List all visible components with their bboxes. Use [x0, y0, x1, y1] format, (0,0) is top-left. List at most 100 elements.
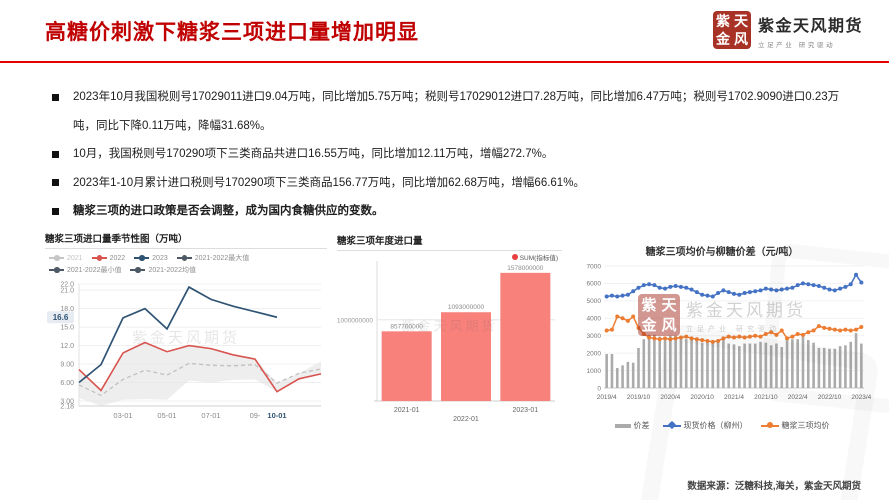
- diff-bar: [838, 346, 842, 388]
- y-tick-label: 6000: [587, 281, 602, 288]
- x-tick-label: 2022/4: [788, 394, 808, 401]
- minmax-band: [79, 342, 321, 406]
- y-tick-label: 22.0: [60, 282, 74, 289]
- x-tick-label: 2022/10: [818, 394, 842, 401]
- x-tick-label: 07-01: [201, 411, 220, 420]
- company-logo: 紫 天 金 风 紫金天风期货 立足产业 研究驱动: [712, 11, 863, 49]
- bar: [500, 272, 551, 401]
- seal-char: 紫: [715, 13, 730, 29]
- diff-bar: [700, 342, 704, 388]
- seal-char: 金: [715, 31, 730, 47]
- y-tick-label: 6.00: [60, 380, 74, 387]
- legend-item: 2022: [91, 253, 125, 263]
- legend-item: 2023: [134, 253, 168, 263]
- price-chart-legend: 价差 现货价格（柳州） 糖浆三项均价: [577, 420, 867, 431]
- seal-char: 天: [733, 13, 748, 29]
- seasonal-chart-plot: 22.0 21.0 18.0 15.0 12.0 9.00 6.00 3.00 2.18 16.6…: [45, 276, 327, 431]
- page-title: 高糖价刺激下糖浆三项进口量增加明显: [45, 21, 419, 44]
- diff-bar: [854, 333, 858, 388]
- diff-bar: [716, 340, 720, 388]
- y-tick-label: 9.00: [60, 362, 74, 369]
- x-tick-label: 2020/10: [690, 394, 714, 401]
- bullet-square-icon: [52, 150, 59, 158]
- diff-bar: [806, 340, 810, 388]
- diff-bar: [785, 338, 789, 388]
- bullet-text: 10月，我国税则号170290项下三类商品共进口16.55万吨，同比增加12.1…: [73, 148, 554, 160]
- x-tick-label: 03-01: [113, 411, 132, 420]
- diff-bar: [753, 343, 757, 388]
- diff-bar: [727, 343, 730, 388]
- price-chart-plot: 0 1000 2000 3000 4000 5000 6000 7000 2019/4 2019/…: [577, 260, 872, 417]
- diff-bar: [860, 343, 863, 388]
- price-chart: 糖浆三项均价与柳糖价差（元/吨） 0 1000 2000 3000 4000 5000 60…: [577, 243, 872, 433]
- bullet-text: 2023年1-10月累计进口税则号170290项下三类商品156.77万吨，同比…: [73, 176, 585, 189]
- diff-bar: [822, 347, 826, 388]
- seasonal-chart-svg: 22.021.0 18.0 15.0 12.0 9.00 6.00 3.002.18 16.6…: [47, 282, 322, 420]
- x-tick-label: 2019/4: [597, 394, 617, 401]
- y-tick-label: 5000: [587, 298, 602, 305]
- seasonal-chart: 糖浆三项进口量季节性图（万吨） 2021 2022 2023 2021-2022最大值…: [45, 231, 327, 427]
- bar-value-label: 857700000: [390, 323, 423, 330]
- y-tick-label: 3.00: [60, 398, 74, 405]
- x-tick-label: 2020/4: [660, 394, 680, 401]
- diff-bar: [669, 335, 672, 388]
- diff-bar: [844, 345, 847, 388]
- seal-logo-icon: 紫 天 金 风: [712, 11, 751, 49]
- legend-item: 现货价格（柳州）: [662, 420, 748, 431]
- x-tick-label: 2019/10: [627, 394, 651, 401]
- diff-bar: [684, 339, 688, 388]
- x-category-label: 2022-01: [453, 416, 479, 423]
- annual-chart: 糖浆三项年度进口量 SUM(指标值) 1000000000 857700000 20…: [337, 233, 562, 433]
- diff-bar: [631, 362, 635, 388]
- x-tick-label: 2021/4: [724, 394, 744, 401]
- diff-bar: [743, 343, 746, 388]
- diff-bar: [801, 336, 805, 388]
- legend-item: 2021: [49, 253, 83, 263]
- diff-bar: [674, 335, 677, 388]
- diff-bar: [706, 342, 709, 388]
- bullet-square-icon: [52, 179, 59, 186]
- legend-item: 2021-2022最大值: [176, 253, 249, 263]
- seasonal-chart-title: 糖浆三项进口量季节性图（万吨）: [45, 231, 327, 249]
- diff-bar: [791, 339, 794, 388]
- diff-bar: [812, 342, 815, 388]
- diff-bar: [759, 341, 762, 388]
- annual-chart-svg: 1000000000 857700000 2021-01 1093000000 2022…: [337, 261, 555, 423]
- bullet-item: 2023年1-10月累计进口税则号170290项下三类商品156.77万吨，同比…: [52, 169, 852, 198]
- diff-bar: [615, 367, 619, 388]
- y-tick-label: 1000: [587, 368, 602, 375]
- diff-bar: [849, 341, 853, 388]
- diff-bar: [605, 354, 608, 388]
- price-chart-svg: 0 1000 2000 3000 4000 5000 6000 7000 2019/4 2019/…: [587, 263, 872, 401]
- diff-bar: [738, 346, 741, 388]
- bullet-square-icon: [52, 93, 59, 101]
- diff-bar: [658, 336, 662, 388]
- bullet-text: 2023年10月我国税则号17029011进口9.04万吨，同比增加5.75万吨…: [73, 91, 840, 132]
- seal-char: 风: [733, 31, 748, 47]
- header-rule: [0, 61, 889, 63]
- x-category-label: 2023-01: [512, 407, 538, 414]
- current-value-label: 16.6: [53, 313, 69, 322]
- x-tick-label: 2021/10: [754, 394, 778, 401]
- company-slogan: 立足产业 研究驱动: [757, 41, 836, 49]
- diff-bar: [732, 344, 736, 388]
- annual-chart-legend: SUM(指标值): [511, 252, 558, 262]
- diff-bar: [642, 339, 646, 388]
- x-tick-label: 2023/4: [851, 394, 871, 401]
- diff-bar: [679, 337, 683, 388]
- data-source: 数据来源：泛糖科技,海关，紫金天风期货: [687, 481, 861, 492]
- diff-bar: [626, 361, 630, 388]
- diff-bar: [796, 339, 799, 388]
- bullet-text: 糖浆三项的进口政策是否会调整，成为国内食糖供应的变数。: [73, 205, 384, 217]
- diff-bar: [637, 347, 640, 388]
- diff-bar: [653, 334, 656, 388]
- logo-text-block: 紫金天风期货 立足产业 研究驱动: [758, 12, 863, 49]
- y-tick-label: 4000: [587, 316, 602, 323]
- y-tick-label: 12.0: [60, 343, 74, 350]
- y-tick-label: 18.0: [60, 306, 74, 313]
- bullet-list: 2023年10月我国税则号17029011进口9.04万吨，同比增加5.75万吨…: [52, 83, 852, 226]
- bar-value-label: 1578000000: [507, 265, 544, 272]
- diff-bar: [764, 342, 768, 388]
- y-gridline-label: 1000000000: [337, 317, 374, 324]
- diff-bar: [610, 354, 614, 388]
